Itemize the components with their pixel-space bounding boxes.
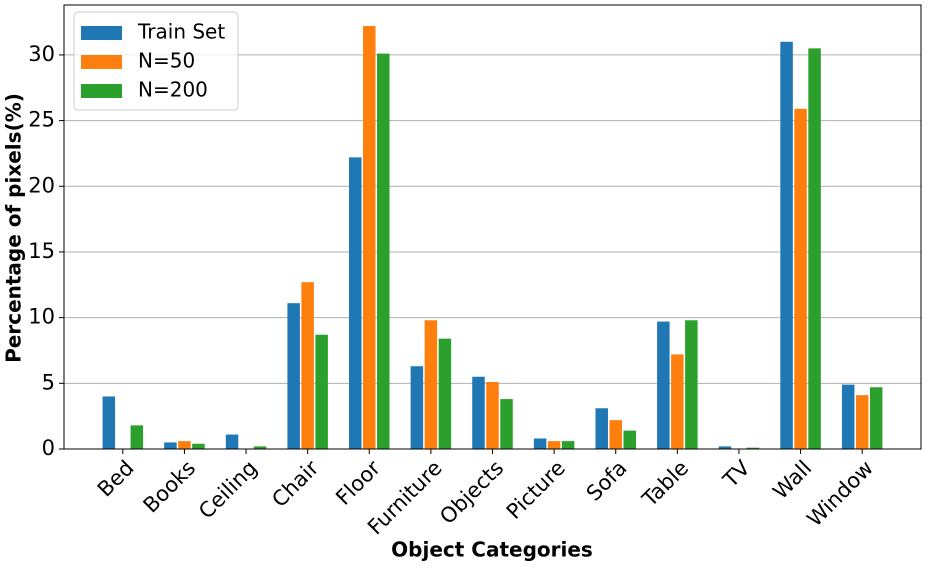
bar — [718, 446, 732, 449]
bar — [315, 334, 328, 449]
bar — [685, 320, 698, 449]
bar — [438, 338, 452, 449]
y-tick-label: 15 — [28, 239, 55, 263]
bar — [178, 441, 191, 449]
bar — [841, 384, 855, 449]
bar — [595, 408, 608, 449]
x-tick-label: Sofa — [582, 456, 632, 506]
x-tick-label: Picture — [502, 456, 570, 524]
bar — [363, 26, 376, 449]
bar — [410, 366, 424, 449]
bar — [102, 396, 116, 449]
x-tick-label: TV — [718, 455, 755, 492]
bar — [746, 447, 760, 449]
bar — [609, 420, 622, 449]
bar — [130, 425, 144, 449]
bar — [253, 446, 267, 449]
y-tick-label: 30 — [28, 42, 55, 66]
bar — [225, 434, 239, 449]
plot-frame — [63, 4, 922, 450]
bar — [657, 321, 670, 449]
y-axis-title: Percentage of pixels(%) — [2, 93, 26, 363]
bar — [808, 48, 821, 449]
legend-label: N=50 — [138, 49, 195, 73]
y-tick-label: 10 — [28, 305, 55, 329]
x-tick-label: Floor — [331, 456, 385, 510]
legend-label: Train Set — [137, 20, 225, 44]
bar — [623, 430, 636, 449]
x-tick-label: Window — [802, 456, 878, 532]
x-tick-label: Bed — [93, 456, 139, 502]
legend-swatch — [81, 84, 122, 98]
bar — [301, 282, 314, 449]
bar — [472, 376, 485, 449]
bar — [780, 41, 793, 449]
bar — [869, 387, 883, 449]
x-tick-label: Wall — [768, 456, 816, 504]
bar — [287, 303, 300, 449]
bar — [192, 443, 205, 449]
bar — [855, 395, 869, 449]
bar — [671, 354, 684, 449]
bar — [424, 320, 438, 449]
legend-label: N=200 — [138, 78, 208, 102]
bar — [377, 53, 390, 450]
x-tick-label: Books — [139, 456, 201, 518]
legend-swatch — [81, 26, 122, 40]
y-tick-label: 5 — [42, 370, 55, 394]
legend-swatch — [81, 55, 122, 69]
bar — [547, 441, 561, 449]
bar — [349, 157, 362, 449]
x-tick-label: Chair — [267, 456, 323, 512]
bar — [794, 108, 807, 449]
x-tick-label: Objects — [435, 456, 508, 529]
bar — [533, 438, 547, 449]
x-axis-title: Object Categories — [391, 538, 593, 562]
bar — [486, 382, 499, 449]
y-tick-label: 25 — [28, 108, 55, 132]
bar — [500, 399, 513, 449]
y-tick-label: 20 — [28, 173, 55, 197]
x-tick-label: Ceiling — [194, 456, 262, 524]
bar — [561, 441, 575, 449]
y-tick-label: 0 — [42, 436, 55, 460]
x-tick-label: Table — [637, 456, 693, 512]
bar — [164, 442, 177, 449]
